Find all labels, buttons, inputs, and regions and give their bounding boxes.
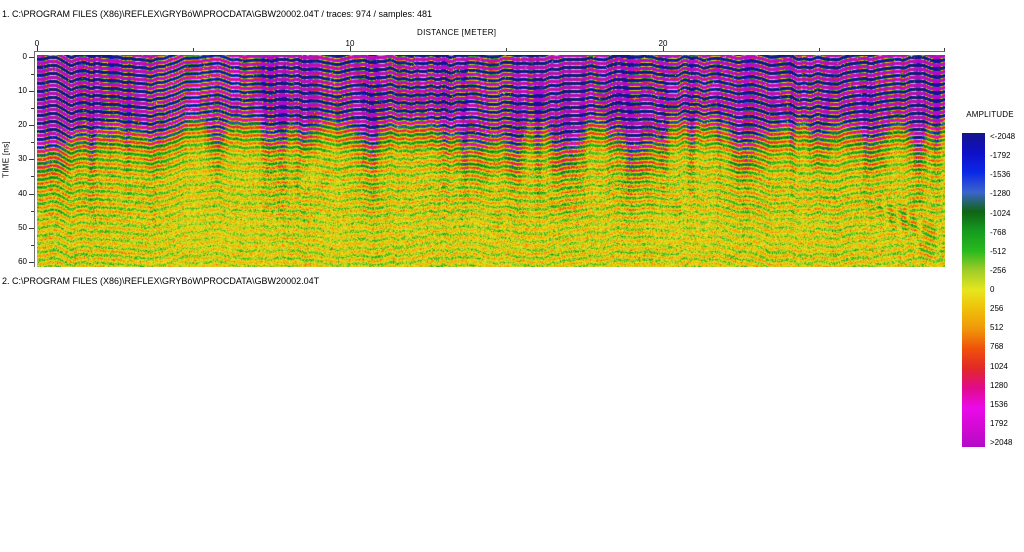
x-tick-minor-25 [819, 48, 820, 51]
radargram-canvas[interactable] [37, 55, 945, 267]
y-tick-minor-45 [31, 211, 34, 212]
y-tick-major-20 [29, 125, 34, 126]
y-tick-label-60: 60 [18, 257, 27, 266]
y-tick-major-40 [29, 194, 34, 195]
y-tick-label-40: 40 [18, 189, 27, 198]
colorbar-label: 1024 [990, 361, 1008, 371]
colorbar-label: <-2048 [990, 132, 1016, 141]
x-tick-label-20: 20 [658, 39, 668, 48]
y-tick-label-10: 10 [18, 86, 27, 95]
y-tick-major-10 [29, 91, 34, 92]
colorbar-label: -512 [990, 246, 1007, 256]
colorbar-label: -1792 [990, 151, 1011, 161]
time-axis-label: TIME [ns] [1, 141, 11, 178]
colorbar-label: -1536 [990, 170, 1011, 180]
colorbar-label: -1024 [990, 208, 1011, 218]
colorbar-label: -1280 [990, 189, 1011, 199]
y-tick-label-0: 0 [22, 52, 27, 61]
time-axis-line [34, 51, 35, 267]
colorbar-label: 768 [990, 342, 1004, 352]
y-tick-minor-35 [31, 176, 34, 177]
x-tick-minor-15 [506, 48, 507, 51]
y-tick-label-50: 50 [18, 223, 27, 232]
y-tick-major-0 [29, 57, 34, 58]
y-tick-minor-25 [31, 142, 34, 143]
x-tick-major-0 [37, 46, 38, 51]
x-tick-label-10: 10 [345, 39, 355, 48]
y-tick-major-60 [29, 262, 34, 263]
x-tick-label-0: 0 [34, 39, 40, 48]
colorbar-label: 1280 [990, 380, 1008, 390]
y-tick-minor-15 [31, 108, 34, 109]
section1-title: 1. C:\PROGRAM FILES (X86)\REFLEX\GRYBóW\… [2, 9, 432, 19]
colorbar-label: 1792 [990, 418, 1008, 428]
amplitude-colorbar-labels: <-2048 -1792 -1536 -1280 -1024 -768 -512… [990, 132, 1015, 448]
x-tick-major-20 [663, 46, 664, 51]
section2-title: 2. C:\PROGRAM FILES (X86)\REFLEX\GRYBóW\… [2, 276, 320, 286]
x-tick-minor-end [944, 48, 945, 51]
x-tick-major-10 [350, 46, 351, 51]
x-tick-minor-5 [193, 48, 194, 51]
colorbar-label: 0 [990, 285, 995, 294]
y-tick-minor-5 [31, 74, 34, 75]
y-tick-major-30 [29, 159, 34, 160]
colorbar-label: 256 [990, 304, 1004, 314]
colorbar-label: 512 [990, 323, 1004, 333]
colorbar-label: >2048 [990, 438, 1013, 447]
y-tick-label-30: 30 [18, 154, 27, 163]
amplitude-colorbar-title: AMPLITUDE [966, 110, 1014, 119]
distance-axis-label: DISTANCE [METER] [417, 28, 497, 37]
y-tick-minor-55 [31, 245, 34, 246]
colorbar-label: 1536 [990, 399, 1008, 409]
distance-axis-line [34, 51, 945, 52]
colorbar-label: -256 [990, 265, 1007, 275]
amplitude-colorbar [962, 133, 985, 447]
y-tick-major-50 [29, 228, 34, 229]
y-tick-label-20: 20 [18, 120, 27, 129]
colorbar-label: -768 [990, 227, 1007, 237]
